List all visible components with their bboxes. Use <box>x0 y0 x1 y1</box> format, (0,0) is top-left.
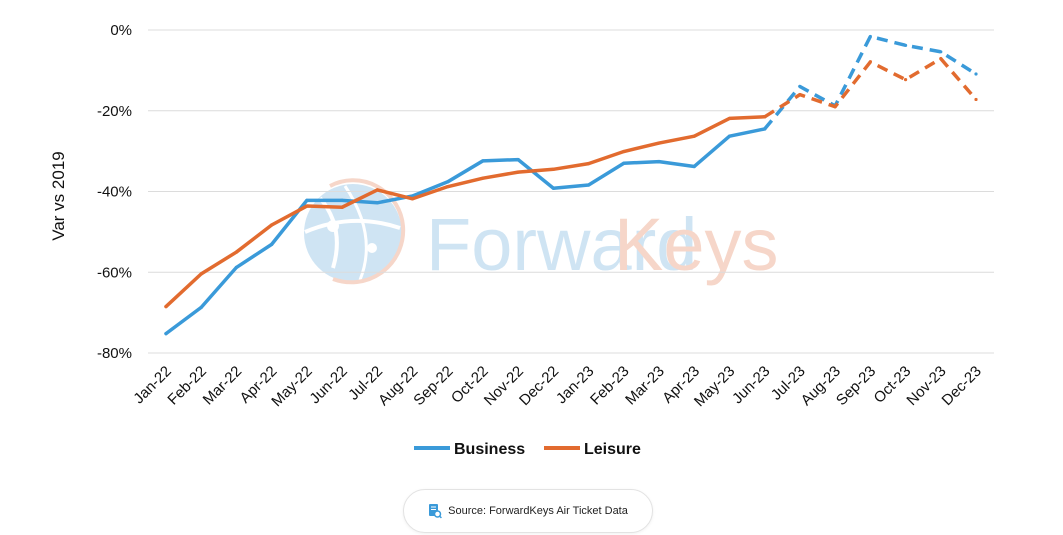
data-point-leisure <box>903 78 908 82</box>
data-point-business <box>692 164 696 169</box>
data-point-business <box>974 72 978 76</box>
source-badge: Source: ForwardKeys Air Ticket Data <box>403 489 653 533</box>
data-point-business <box>516 158 520 162</box>
data-point-business <box>375 201 379 205</box>
data-point-leisure <box>410 197 415 201</box>
data-point-leisure <box>868 60 872 64</box>
data-point-business <box>305 198 309 202</box>
y-tick-label: -20% <box>97 103 132 120</box>
data-point-business <box>798 84 802 89</box>
data-point-business <box>199 305 203 309</box>
watermark: Forward Keys <box>304 178 779 286</box>
data-point-leisure <box>727 116 732 121</box>
x-tick-label: Sep-22 <box>410 363 456 409</box>
watermark-text-keys: Keys <box>614 203 779 286</box>
x-tick-label: Mar-22 <box>200 363 246 409</box>
data-point-business <box>481 159 485 163</box>
y-axis: 0% -20% -40% -60% -80% <box>97 22 132 362</box>
document-search-icon <box>429 504 443 519</box>
data-point-leisure <box>199 272 203 276</box>
data-point-leisure <box>622 149 626 154</box>
y-axis-label: Var vs 2019 <box>49 151 68 240</box>
x-tick-label: Sep-23 <box>833 363 879 409</box>
data-point-leisure <box>551 167 555 171</box>
y-tick-label: -40% <box>97 184 132 201</box>
data-point-leisure <box>763 115 767 119</box>
data-point-business <box>939 50 943 54</box>
y-tick-label: -60% <box>97 264 132 281</box>
data-point-leisure <box>833 105 837 109</box>
series-line-business-actual <box>164 127 767 336</box>
data-point-business <box>164 332 168 336</box>
data-point-business <box>234 265 239 270</box>
x-tick-label: Jun-22 <box>306 363 350 407</box>
source-text: Source: ForwardKeys Air Ticket Data <box>448 505 628 517</box>
legend[interactable]: Business Leisure <box>414 441 641 458</box>
x-axis: Jan-22Feb-22Mar-22Apr-22May-22Jun-22Jul-… <box>130 363 984 410</box>
data-point-leisure <box>587 162 591 166</box>
x-tick-label: Mar-23 <box>622 363 668 409</box>
data-point-leisure <box>340 205 344 209</box>
x-tick-label: Dec-23 <box>939 363 985 409</box>
data-point-leisure <box>692 134 696 138</box>
legend-item-business[interactable]: Business <box>414 441 525 458</box>
data-point-business <box>340 198 344 202</box>
grid <box>148 29 994 354</box>
globe-icon <box>304 178 406 285</box>
data-point-business <box>622 161 626 165</box>
y-tick-label: 0% <box>110 22 132 39</box>
series-line-business-forecast <box>763 34 977 131</box>
data-point-leisure <box>305 204 309 208</box>
data-point-leisure <box>375 188 379 192</box>
data-point-business <box>903 43 908 47</box>
legend-item-leisure[interactable]: Leisure <box>544 441 641 458</box>
y-tick-label: -80% <box>97 345 132 362</box>
x-tick-label: Feb-23 <box>587 363 633 409</box>
data-point-business <box>551 186 555 190</box>
data-point-leisure <box>446 185 450 189</box>
series-lines <box>164 34 978 336</box>
x-tick-label: Dec-22 <box>516 363 562 409</box>
x-tick-label: Jun-23 <box>729 363 773 407</box>
data-point-business <box>446 180 450 184</box>
series-line-leisure-forecast <box>763 56 978 119</box>
data-point-leisure <box>164 304 168 309</box>
x-tick-label: Feb-22 <box>164 363 210 409</box>
legend-label-leisure: Leisure <box>584 441 641 458</box>
data-point-business <box>270 242 274 246</box>
legend-label-business: Business <box>454 441 525 458</box>
data-point-leisure <box>481 176 485 180</box>
data-point-business <box>727 134 732 138</box>
data-point-leisure <box>657 141 661 145</box>
data-point-leisure <box>516 170 520 174</box>
data-point-leisure <box>234 250 239 254</box>
data-point-business <box>657 160 661 164</box>
series-line-leisure-actual <box>164 115 767 309</box>
data-point-business <box>587 183 591 187</box>
data-point-leisure <box>270 223 274 227</box>
data-point-business <box>763 127 767 131</box>
data-point-leisure <box>939 57 943 61</box>
data-point-leisure <box>798 93 802 97</box>
data-point-leisure <box>974 97 978 102</box>
data-point-business <box>868 34 872 39</box>
